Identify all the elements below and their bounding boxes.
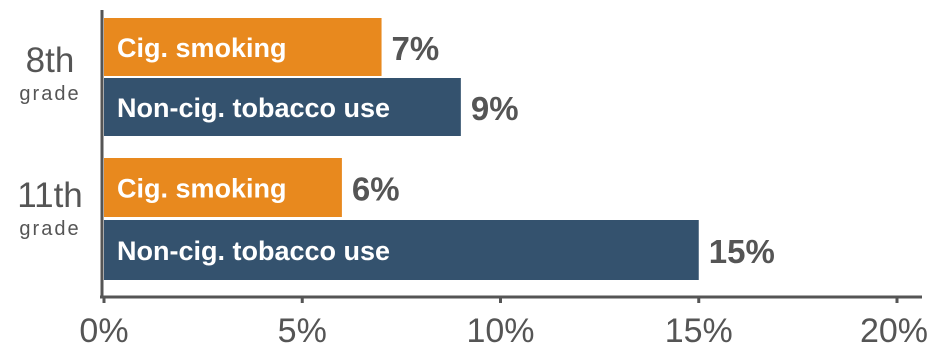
category-sublabel: grade bbox=[19, 83, 80, 105]
value-label: 9% bbox=[471, 90, 519, 127]
bar-label: Cig. smoking bbox=[117, 33, 287, 63]
bar bbox=[104, 158, 342, 217]
x-axis-ticks: 0% 5% 10% 15% 20% bbox=[79, 297, 928, 350]
x-tick-label: 10% bbox=[466, 312, 534, 350]
x-tick-label: 20% bbox=[860, 312, 928, 350]
value-label: 15% bbox=[709, 233, 775, 270]
bar bbox=[104, 78, 461, 136]
category-label: 11th bbox=[17, 176, 83, 215]
bar bbox=[104, 220, 699, 280]
category-sublabel: grade bbox=[19, 218, 80, 240]
x-tick-label: 5% bbox=[278, 312, 327, 350]
bar-label: Cig. smoking bbox=[117, 174, 287, 204]
bars-layer bbox=[104, 18, 699, 280]
x-tick-label: 0% bbox=[79, 312, 128, 350]
bar-label: Non-cig. tobacco use bbox=[117, 93, 390, 123]
value-label: 6% bbox=[352, 171, 400, 208]
bar-label: Non-cig. tobacco use bbox=[117, 236, 390, 266]
bar bbox=[104, 18, 382, 76]
x-tick-label: 15% bbox=[665, 312, 733, 350]
value-label: 7% bbox=[392, 30, 440, 67]
category-label: 8th bbox=[26, 41, 75, 80]
